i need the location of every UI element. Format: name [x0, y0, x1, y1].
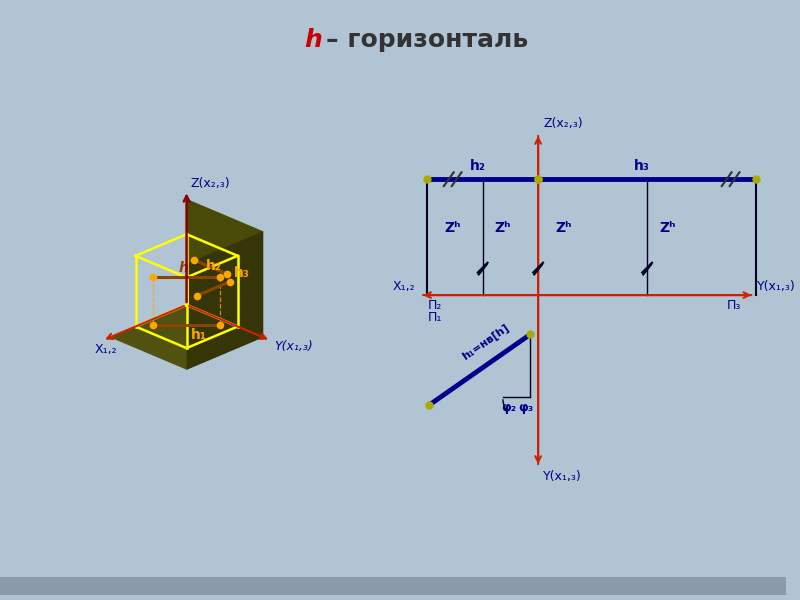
Text: X₁,₂: X₁,₂	[94, 343, 117, 356]
Text: h₁: h₁	[190, 328, 206, 342]
Text: – горизонталь: – горизонталь	[326, 28, 528, 52]
Text: Π₁: Π₁	[428, 311, 442, 324]
Text: h: h	[305, 28, 322, 52]
Text: Z(x₂,₃): Z(x₂,₃)	[190, 178, 230, 190]
Text: h: h	[178, 262, 189, 275]
Text: φ₃: φ₃	[518, 401, 534, 414]
Text: Zʰ: Zʰ	[659, 221, 675, 235]
Bar	[0, 577, 786, 595]
Text: Zʰ: Zʰ	[494, 221, 511, 235]
Polygon shape	[186, 199, 263, 337]
Text: Z(x₂,₃): Z(x₂,₃)	[543, 117, 582, 130]
Text: Y(x₁,₃): Y(x₁,₃)	[543, 470, 582, 483]
Text: Y(x₁,₃): Y(x₁,₃)	[757, 280, 796, 293]
Text: X₁,₂: X₁,₂	[393, 280, 415, 293]
Text: h₃: h₃	[234, 266, 250, 280]
Text: h₃: h₃	[634, 160, 650, 173]
Text: h₂: h₂	[470, 160, 486, 173]
Text: φ₂: φ₂	[501, 401, 516, 414]
Text: Zʰ: Zʰ	[556, 221, 572, 235]
Text: h₂: h₂	[206, 259, 222, 273]
Text: Zʰ: Zʰ	[445, 221, 462, 235]
Text: Π₂: Π₂	[428, 299, 442, 312]
Text: Π₃: Π₃	[726, 299, 741, 312]
Text: Y(x₁,₃): Y(x₁,₃)	[274, 340, 313, 353]
Text: h₁=нв[h]: h₁=нв[h]	[460, 322, 511, 362]
Polygon shape	[110, 305, 263, 370]
Polygon shape	[186, 231, 263, 370]
